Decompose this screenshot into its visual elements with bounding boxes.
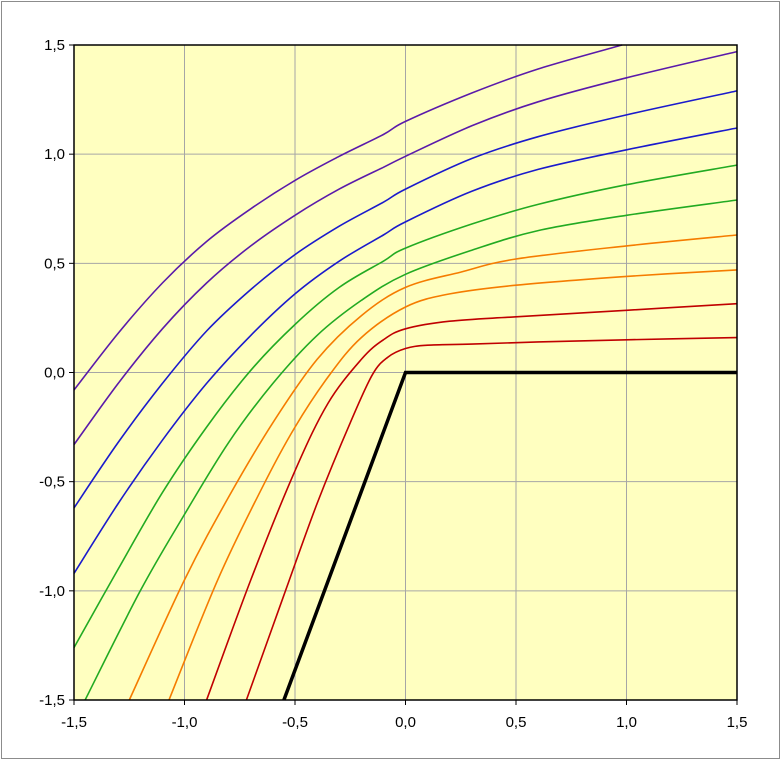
y-tick-label: -0,5 — [39, 474, 65, 491]
x-tick-label: -1,0 — [172, 714, 198, 731]
y-tick-label: 1,5 — [44, 37, 65, 54]
series-line-2 — [205, 302, 738, 701]
y-tick-label: 0,5 — [44, 255, 65, 272]
x-tick-label: 1,0 — [616, 714, 637, 731]
x-tick-label: 0,0 — [395, 714, 416, 731]
series-line-9 — [73, 50, 738, 446]
x-axis-ticks: -1,5 -1,0 -0,5 0,0 0,5 1,0 1,5 — [61, 700, 747, 731]
series-line-7 — [73, 127, 738, 574]
series-line-4 — [128, 234, 738, 701]
series-line-8 — [73, 90, 738, 509]
x-tick-label: -1,5 — [61, 714, 87, 731]
boundary-line — [282, 370, 737, 701]
y-tick-label: -1,0 — [39, 583, 65, 600]
y-tick-label: 1,0 — [44, 146, 65, 163]
y-tick-label: 0,0 — [44, 365, 65, 382]
series-line-3 — [168, 269, 738, 701]
x-tick-label: 1,5 — [727, 714, 748, 731]
series-line-6 — [73, 164, 738, 648]
y-tick-label: -1,5 — [39, 692, 65, 709]
series-lines — [73, 44, 738, 701]
series-line-5 — [84, 199, 738, 701]
x-tick-label: 0,5 — [506, 714, 527, 731]
x-tick-label: -0,5 — [282, 714, 308, 731]
y-axis-ticks: -1,5 -1,0 -0,5 0,0 0,5 1,0 1,5 — [39, 37, 74, 709]
series-line-10 — [73, 44, 623, 391]
series-line-1 — [245, 336, 738, 701]
